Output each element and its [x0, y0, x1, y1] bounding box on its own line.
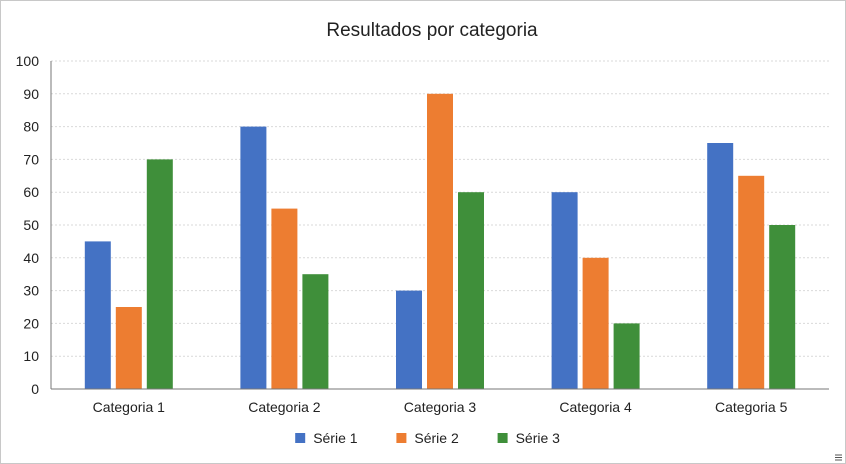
x-tick-label: Categoria 4	[559, 399, 632, 415]
legend-swatch-series-2	[396, 433, 407, 443]
y-tick-label: 80	[23, 119, 39, 135]
axes	[50, 61, 829, 390]
bar-series-2-cat-2	[271, 208, 298, 389]
bars	[84, 93, 796, 390]
bar-series-3-cat-1	[146, 159, 173, 389]
legend-swatch-series-3	[497, 433, 508, 443]
bar-series-1-cat-2	[240, 126, 267, 389]
x-tick-label: Categoria 2	[248, 399, 321, 415]
bar-series-2-cat-5	[738, 175, 765, 389]
y-tick-label: 60	[23, 184, 39, 200]
y-tick-label: 70	[23, 151, 39, 167]
x-tick-label: Categoria 5	[715, 399, 788, 415]
legend-label-series-3: Série 3	[516, 430, 561, 446]
resize-grip-icon[interactable]	[833, 451, 843, 461]
y-tick-label: 0	[31, 381, 39, 397]
y-tick-label: 50	[23, 217, 39, 233]
bar-series-2-cat-3	[427, 93, 453, 390]
bar-series-1-cat-1	[84, 241, 111, 389]
bar-series-1-cat-5	[707, 143, 734, 389]
x-tick-label: Categoria 1	[93, 399, 166, 415]
legend-swatch-series-1	[295, 433, 306, 443]
legend-label-series-2: Série 2	[414, 430, 459, 446]
y-tick-label: 10	[23, 348, 39, 364]
bar-series-3-cat-2	[302, 274, 329, 389]
y-tick-label: 100	[16, 53, 40, 69]
chart-title: Resultados por categoria	[326, 20, 538, 41]
legend: Série 1 Série 2 Série 3	[295, 430, 560, 446]
y-tick-label: 30	[23, 283, 39, 299]
bar-series-1-cat-3	[396, 290, 422, 389]
y-axis-ticks: 0 10 20 30 40 50 60 70 80 90 100	[16, 53, 40, 397]
bar-series-3-cat-4	[613, 323, 640, 389]
legend-label-series-1: Série 1	[313, 430, 358, 446]
bar-series-2-cat-1	[115, 307, 142, 389]
bar-series-3-cat-5	[769, 225, 796, 389]
y-tick-label: 40	[23, 250, 39, 266]
y-tick-label: 90	[23, 86, 39, 102]
x-axis-ticks: Categoria 1 Categoria 2 Categoria 3 Categor…	[93, 399, 788, 415]
x-tick-label: Categoria 3	[404, 399, 477, 415]
y-tick-label: 20	[23, 315, 39, 331]
bar-series-1-cat-4	[551, 192, 578, 389]
bar-series-3-cat-3	[458, 192, 484, 389]
bar-series-2-cat-4	[582, 257, 609, 389]
